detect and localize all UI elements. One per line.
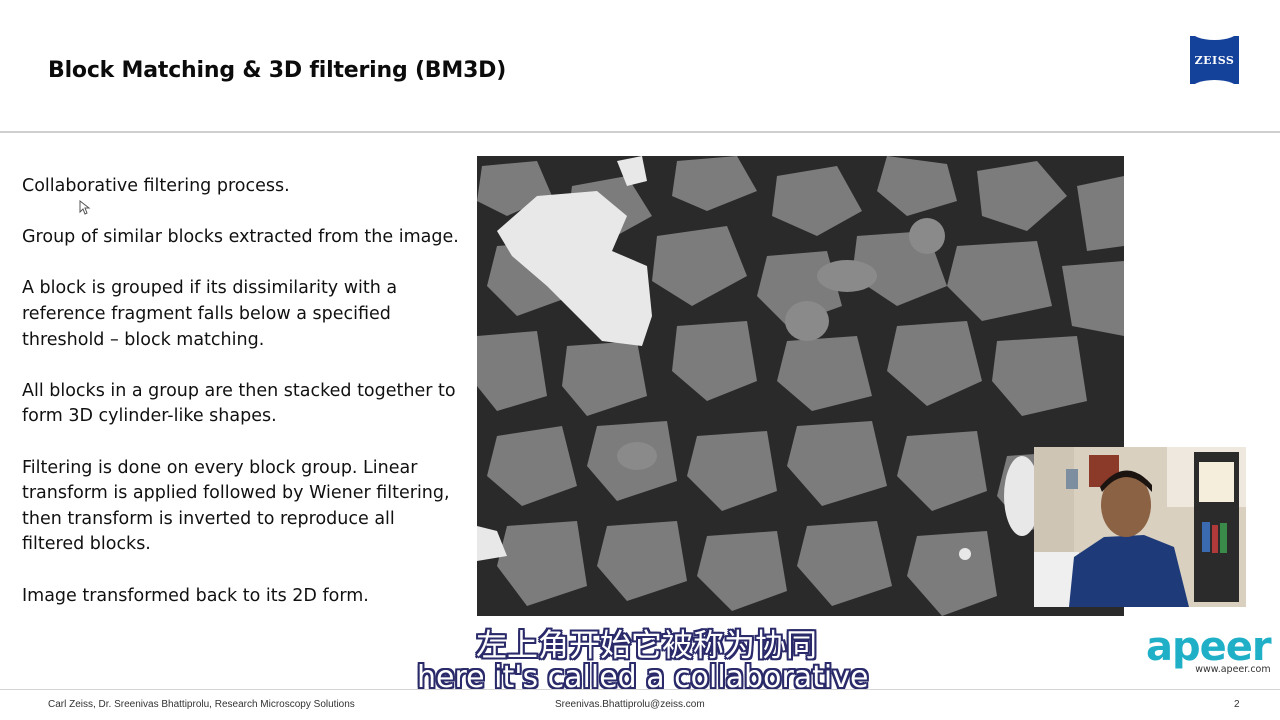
footer-credit: Carl Zeiss, Dr. Sreenivas Bhattiprolu, R… bbox=[48, 699, 355, 710]
footer-email: Sreenivas.Bhattiprolu@zeiss.com bbox=[555, 699, 705, 710]
page-number: 2 bbox=[1234, 699, 1240, 710]
paragraph-stacking: All blocks in a group are then stacked t… bbox=[22, 380, 456, 427]
zeiss-logo-text: ZEISS bbox=[1194, 53, 1235, 67]
presenter-webcam bbox=[1034, 447, 1246, 607]
paragraph-group: Group of similar blocks extracted from t… bbox=[22, 227, 459, 248]
apeer-logo: apeer www.apeer.com bbox=[1146, 624, 1272, 675]
slide-body: Collaborative filtering process. Group o… bbox=[22, 174, 462, 635]
footer-divider bbox=[0, 689, 1280, 690]
header-divider bbox=[0, 131, 1280, 133]
slide-title: Block Matching & 3D filtering (BM3D) bbox=[48, 58, 507, 83]
zeiss-logo: ZEISS bbox=[1190, 30, 1239, 90]
paragraph-collaborative: Collaborative filtering process. bbox=[22, 176, 290, 196]
apeer-wordmark: apeer bbox=[1146, 624, 1272, 670]
subtitle-chinese: 左上角开始它被称为协同 bbox=[476, 628, 817, 664]
paragraph-filtering: Filtering is done on every block group. … bbox=[22, 457, 450, 555]
paragraph-transform-back: Image transformed back to its 2D form. bbox=[22, 585, 369, 606]
apeer-url: www.apeer.com bbox=[1195, 664, 1271, 675]
microscopy-image bbox=[477, 156, 1124, 616]
paragraph-block-matching: A block is grouped if its dissimilarity … bbox=[22, 278, 398, 350]
